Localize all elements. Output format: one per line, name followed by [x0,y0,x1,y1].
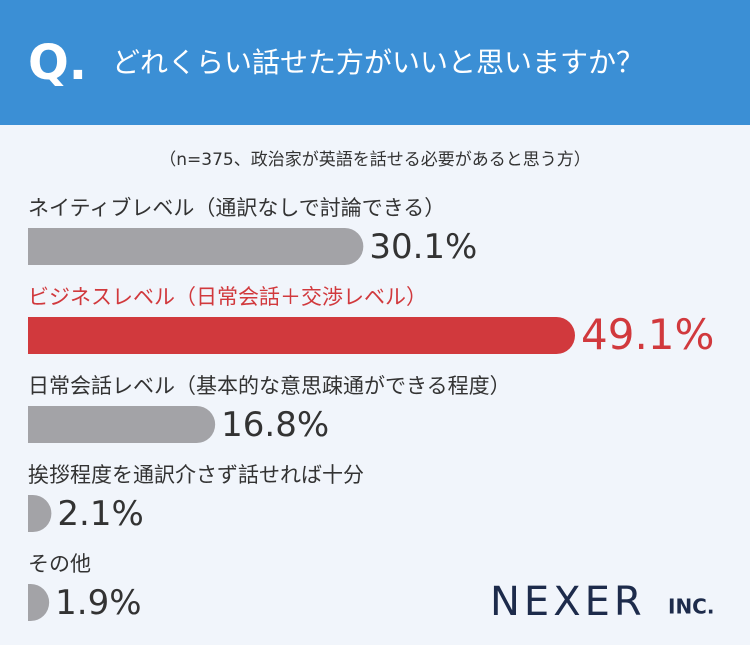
value-label: 2.1% [57,494,143,534]
subtitle: （n=375、政治家が英語を話せる必要があると思う方） [159,150,590,170]
bar [28,584,50,621]
bar [28,406,216,443]
header [0,0,750,125]
value-label: 16.8% [221,405,329,445]
value-label: 1.9% [55,583,141,623]
bar [28,317,575,354]
category-label: 日常会話レベル（基本的な意思疎通ができる程度） [28,374,511,398]
question-mark: Q. [28,35,87,91]
logo-suffix: INC. [668,595,714,619]
value-label: 49.1% [581,310,714,359]
category-label: 挨拶程度を通訳介さず話せれば十分 [28,463,364,487]
category-label: その他 [28,552,91,576]
category-label: ネイティブレベル（通訳なしで討論できる） [28,196,445,220]
logo: NEXER [490,579,646,625]
bar [28,495,52,532]
bar [28,228,364,265]
category-label: ビジネスレベル（日常会話＋交渉レベル） [28,285,427,309]
chart-title: どれくらい話せた方がいいと思いますか？ [112,46,644,79]
value-label: 30.1% [369,227,477,267]
